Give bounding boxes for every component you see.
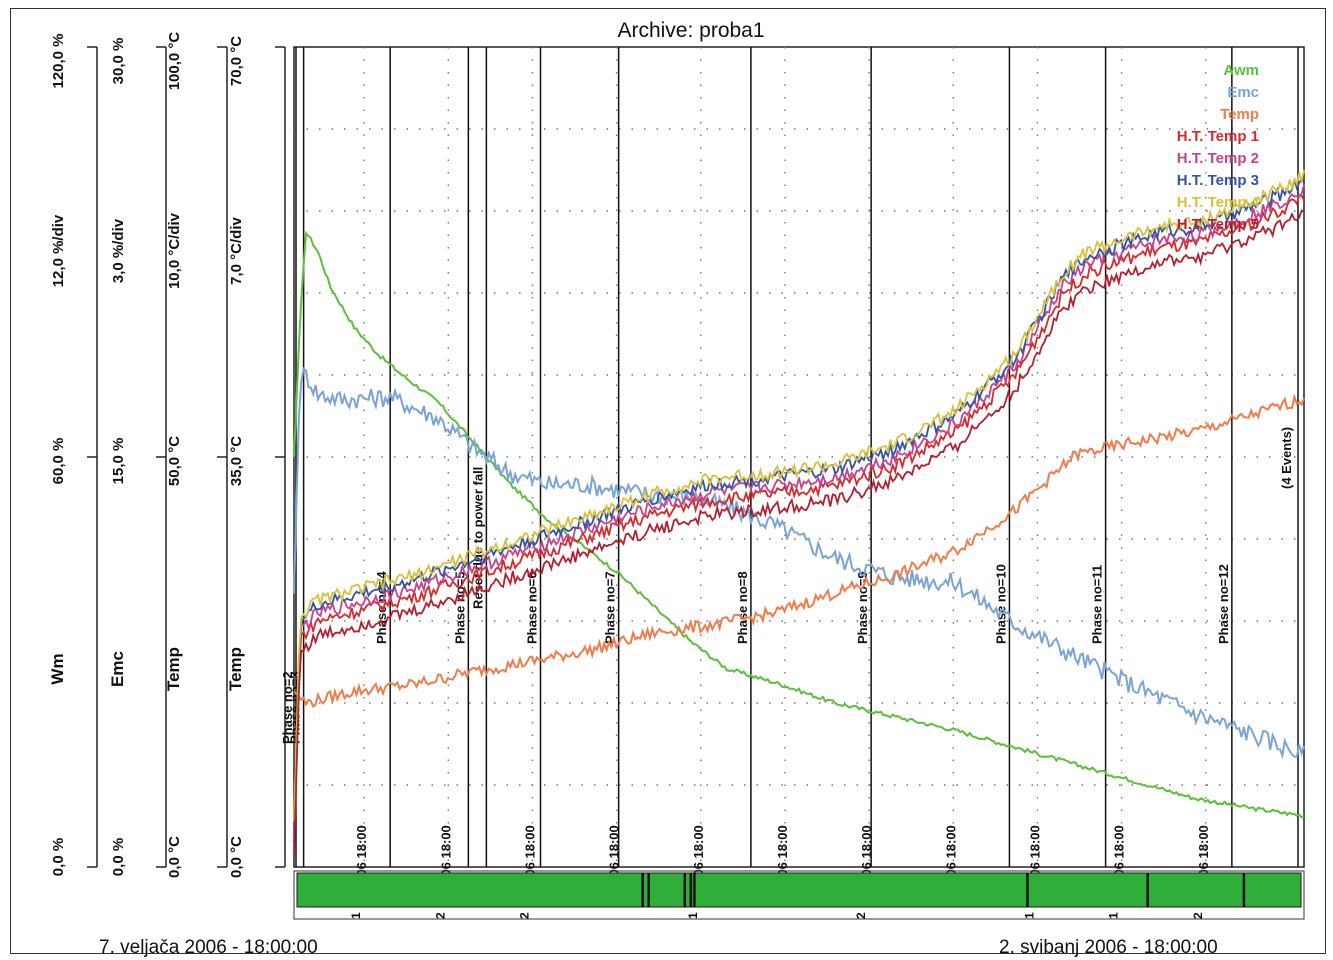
status-bar-frame <box>293 870 1305 920</box>
x-start-label: 7. veljača 2006 - 18:00:00 <box>99 937 318 958</box>
phase-label: Phase no=2 <box>280 671 295 744</box>
y-axis-min-label: 0,0 % <box>50 838 67 876</box>
y-axis-min-label: 0,0 % <box>110 838 127 876</box>
series-line-emc <box>293 366 1305 760</box>
phase-label: Phase no=5 <box>452 571 467 644</box>
event-note: (4 Events) <box>1279 427 1294 489</box>
x-end-label: 2. svibanj 2006 - 18:00:00 <box>999 937 1218 958</box>
legend-entry: H.T. Temp 3 <box>1177 172 1259 189</box>
legend-entry: Temp <box>1220 106 1259 123</box>
y-axis-mid-label: 60,0 % <box>50 438 67 485</box>
series-line-h-t-temp-1 <box>293 194 1305 843</box>
y-axis-min-label: 0,0 °C <box>166 836 183 878</box>
phase-label: Phase no=9 <box>855 571 870 644</box>
status-bar-number: 1 <box>1022 912 1036 919</box>
y-axis-name: Temp <box>226 647 245 691</box>
y-axis-name: Temp <box>164 647 183 691</box>
chart-frame: 120,0 % 12,0 %/div 60,0 % Wm 0,0 % 30,0 % 3,0 … <box>10 8 1326 958</box>
legend: Awm Emc Temp H.T. Temp 1 H.T. Temp 2 H.T. Tem… <box>1177 62 1260 233</box>
y-axis-div-label: 7,0 °C/div <box>228 217 245 285</box>
phase-label: Phase no=8 <box>735 571 750 644</box>
phase-label: Phase no=10 <box>993 564 1008 644</box>
y-axis-mid-label: 15,0 % <box>110 438 127 485</box>
y-axis-mid-label: 50,0 °C <box>166 436 183 486</box>
status-bar-fill <box>296 872 1302 908</box>
legend-entry: H.T. Temp 2 <box>1177 150 1259 167</box>
phase-label: Phase no=6 <box>524 571 539 644</box>
chart-title: Archive: proba1 <box>617 19 764 42</box>
y-axis-div-label: 10,0 °C/div <box>166 212 183 289</box>
legend-entry: Emc <box>1227 84 1259 101</box>
y-axis-name: Wm <box>48 653 67 684</box>
status-bar-number: 2 <box>854 912 868 919</box>
series-line-awm <box>293 230 1305 819</box>
phase-label: Phase no=12 <box>1216 564 1231 644</box>
y-axis-div-label: 12,0 %/div <box>50 214 67 287</box>
status-bar-number: 2 <box>1191 912 1205 919</box>
series-line-temp <box>293 393 1305 708</box>
y-axis-max-label: 100,0 °C <box>166 32 183 91</box>
y-axis-min-label: 0,0 °C <box>228 836 245 878</box>
y-axis-mid-label: 35,0 °C <box>228 436 245 486</box>
series-lines <box>293 169 1305 858</box>
y-axis-4: 70,0 °C 7,0 °C/div 35,0 °C Temp 0,0 °C <box>226 36 286 878</box>
status-bar-number: 1 <box>349 912 363 919</box>
status-bar-number: 1 <box>1107 912 1121 919</box>
y-axis-max-label: 30,0 % <box>110 38 127 85</box>
y-axis-div-label: 3,0 %/div <box>110 218 127 283</box>
status-bar-number: 2 <box>517 912 531 919</box>
legend-entry: H.T. Temp 5 <box>1177 216 1259 233</box>
status-bar: 1 2 2 1 2 1 1 2 <box>293 870 1305 920</box>
phase-label: Phase no=11 <box>1090 565 1105 644</box>
y-axis-3: 100,0 °C 10,0 °C/div 50,0 °C Temp 0,0 °C <box>164 32 228 878</box>
phase-label: Phase no=7 <box>603 571 618 644</box>
grid <box>294 47 1304 867</box>
series-line-h-t-temp-5 <box>293 209 1305 858</box>
series-line-h-t-temp-3 <box>293 177 1305 827</box>
series-line-h-t-temp-4 <box>293 169 1305 822</box>
y-axis-name: Emc <box>108 651 127 687</box>
status-bar-number: 1 <box>686 912 700 919</box>
status-bar-number: 2 <box>433 912 447 919</box>
legend-entry: H.T. Temp 1 <box>1177 128 1259 145</box>
series-line-h-t-temp-2 <box>293 184 1305 835</box>
legend-entry: Awm <box>1223 62 1259 79</box>
y-axis-max-label: 70,0 °C <box>228 36 245 86</box>
y-axis-max-label: 120,0 % <box>50 33 67 88</box>
phase-label: Phase no=3 <box>288 671 303 744</box>
legend-entry: H.T. Temp 4 <box>1177 194 1260 211</box>
y-axis-2: 30,0 % 3,0 %/div 15,0 % Emc 0,0 % <box>108 38 167 876</box>
y-axis-1: 120,0 % 12,0 %/div 60,0 % Wm 0,0 % <box>48 33 98 876</box>
